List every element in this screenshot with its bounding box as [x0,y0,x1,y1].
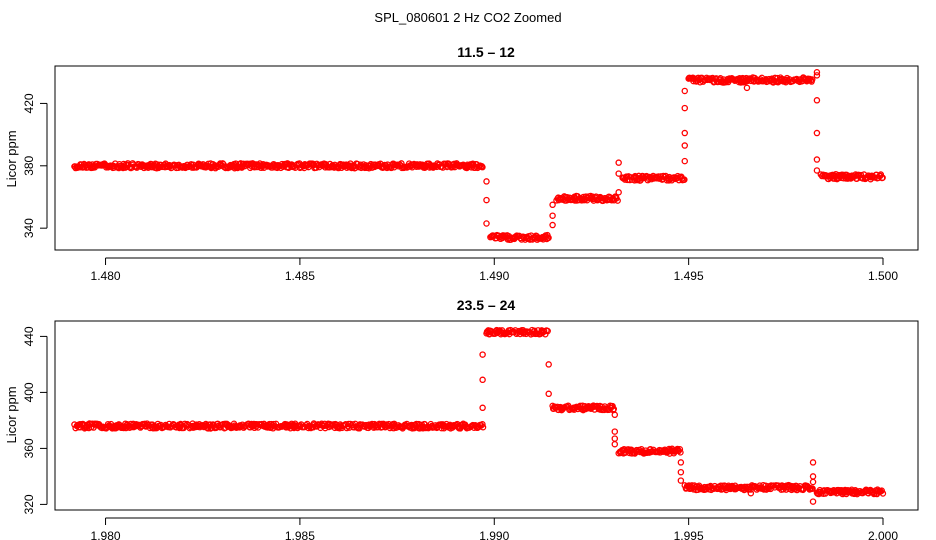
x-tick-label: 1.495 [674,269,704,283]
data-point [681,129,689,137]
data-point [677,468,685,476]
data-point [479,376,486,384]
data-point [611,435,619,442]
data-points [71,68,886,244]
data-point [549,201,556,209]
data-point [813,167,821,174]
data-point [809,459,817,466]
data-point [479,423,487,431]
panel-1-title: 11.5 – 12 [457,44,515,60]
plot-frame [54,65,919,251]
x-tick-label: 1.500 [868,269,898,283]
data-point [479,351,486,358]
data-point [813,156,821,163]
x-tick-label: 1.985 [285,529,315,540]
panel-2-y-axis-label: Licor ppm [4,386,19,443]
data-point [549,212,556,219]
data-point [614,197,621,204]
data-point [483,220,490,227]
data-point [743,84,751,92]
data-point [677,459,685,466]
y-tick-label: 400 [22,382,36,402]
data-point [181,420,189,428]
y-tick-label: 380 [22,155,36,175]
data-point [545,390,552,398]
data-point [813,129,821,137]
data-point [809,485,816,492]
data-point [321,164,329,171]
data-point [615,170,622,177]
x-tick-label: 1.990 [479,529,509,540]
data-point [549,221,556,229]
plot-frame [54,320,919,511]
data-point [544,327,551,335]
data-point [615,189,622,196]
y-tick-label: 320 [22,494,36,514]
data-point [813,68,821,76]
data-point [611,428,619,435]
data-point [809,498,817,505]
panel-2-title: 23.5 – 24 [457,297,516,313]
data-point [545,361,552,368]
panel-1: 11.5 – 12 Licor ppm 1.480 1.485 1.490 1.495… [4,44,919,283]
data-point [676,445,684,453]
x-tick-label: 1.490 [479,269,509,283]
data-point [479,421,486,428]
y-tick-label: 420 [22,93,36,113]
y-tick-label: 360 [22,438,36,458]
data-point [677,477,685,484]
data-point [479,404,486,412]
data-point [681,104,689,112]
data-point [681,157,689,165]
x-tick-label: 2.000 [868,529,898,540]
x-tick-label: 1.980 [91,529,121,540]
data-point [681,87,689,95]
y-tick-label: 440 [22,326,36,346]
figure-title: SPL_080601 2 Hz CO2 Zoomed [374,10,561,25]
data-point [809,478,817,486]
data-point [813,97,821,104]
data-point [615,159,622,166]
data-point [222,164,229,172]
data-point [809,473,817,480]
y-tick-label: 340 [22,218,36,238]
data-point [611,411,619,419]
x-tick-label: 1.480 [91,269,121,283]
data-point [477,422,485,429]
data-point [620,446,628,453]
x-tick-label: 1.485 [285,269,315,283]
data-point [808,76,816,83]
data-point [681,142,689,149]
x-tick-label: 1.995 [674,529,704,540]
data-point [879,174,886,181]
data-point [545,234,552,242]
data-point [479,163,486,171]
data-point [681,176,688,183]
panel-1-y-axis-label: Licor ppm [4,130,19,187]
panel-2: 23.5 – 24 Licor ppm 1.980 1.985 1.990 1.995… [4,297,919,540]
data-point [483,178,490,185]
data-point [611,440,619,448]
data-point [610,405,618,413]
data-point [813,72,821,79]
data-point [879,490,887,497]
data-point [483,196,490,204]
data-point [677,449,684,456]
data-point [747,489,755,497]
data-points [71,326,887,505]
